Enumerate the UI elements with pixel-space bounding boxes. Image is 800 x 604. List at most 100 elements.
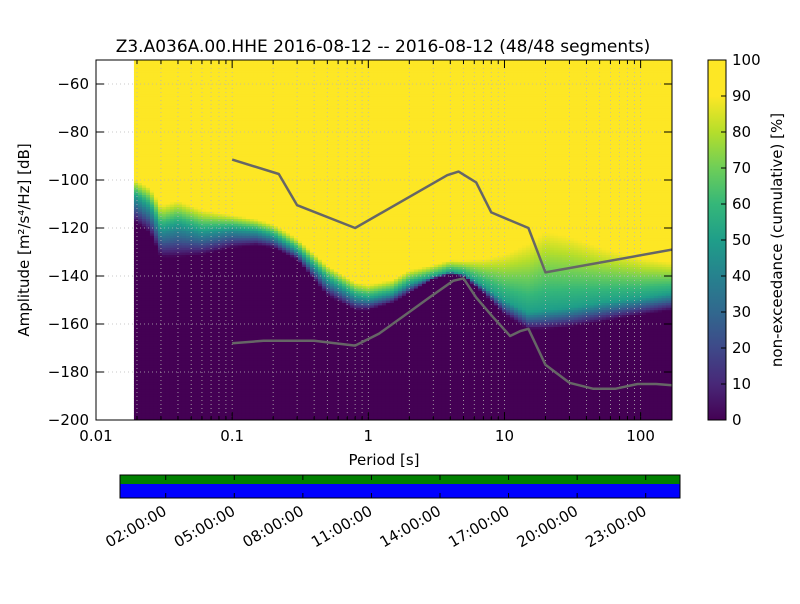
heatmap-cell xyxy=(173,110,179,114)
heatmap-cell xyxy=(133,336,139,339)
heatmap-cell xyxy=(185,117,191,121)
heatmap-cell xyxy=(197,302,203,306)
heatmap-cell xyxy=(145,163,151,167)
heatmap-cell xyxy=(161,69,167,73)
heatmap-cell xyxy=(165,115,171,119)
heatmap-cell xyxy=(165,194,171,198)
heatmap-cell xyxy=(185,237,191,241)
heatmap-cell xyxy=(185,280,191,284)
heatmap-cell xyxy=(201,146,207,150)
heatmap-cell xyxy=(145,386,151,390)
heatmap-cell xyxy=(217,244,223,248)
heatmap-cell xyxy=(197,328,203,332)
heatmap-cell xyxy=(209,182,215,186)
heatmap-cell xyxy=(141,96,147,99)
heatmap-cell xyxy=(157,369,163,373)
heatmap-cell xyxy=(257,331,263,335)
heatmap-cell xyxy=(265,398,271,402)
heatmap-cell xyxy=(221,328,227,332)
heatmap-cell xyxy=(237,326,243,330)
heatmap-cell xyxy=(137,211,143,215)
heatmap-cell xyxy=(133,105,139,109)
heatmap-cell xyxy=(261,105,267,109)
heatmap-cell xyxy=(225,81,231,85)
heatmap-cell xyxy=(221,374,227,378)
heatmap-cell xyxy=(177,103,183,107)
heatmap-cell xyxy=(189,79,195,83)
heatmap-cell xyxy=(221,100,227,104)
heatmap-cell xyxy=(245,187,251,191)
heatmap-cell xyxy=(133,156,139,159)
heatmap-cell xyxy=(137,129,143,133)
heatmap-cell xyxy=(233,412,239,416)
heatmap-cell xyxy=(169,372,175,375)
heatmap-cell xyxy=(197,235,203,239)
heatmap-cell xyxy=(145,134,151,138)
heatmap-cell xyxy=(225,412,231,416)
heatmap-cell xyxy=(241,79,247,83)
heatmap-cell xyxy=(189,369,195,373)
heatmap-cell xyxy=(249,319,255,323)
heatmap-cell xyxy=(189,230,195,234)
heatmap-cell xyxy=(261,271,267,275)
heatmap-cell xyxy=(165,304,171,308)
heatmap-cell xyxy=(177,338,183,342)
heatmap-cell xyxy=(193,148,199,152)
heatmap-cell xyxy=(253,201,259,205)
heatmap-cell xyxy=(161,350,167,354)
heatmap-cell xyxy=(257,417,263,420)
heatmap-cell xyxy=(261,290,267,294)
heatmap-cell xyxy=(249,357,255,361)
heatmap-cell xyxy=(257,196,263,200)
heatmap-cell xyxy=(149,223,155,227)
heatmap-cell xyxy=(185,405,191,409)
heatmap-cell xyxy=(149,316,155,320)
heatmap-cell xyxy=(237,127,243,131)
heatmap-cell xyxy=(205,360,211,363)
heatmap-cell xyxy=(225,117,231,121)
heatmap-cell xyxy=(161,388,167,392)
heatmap-cell xyxy=(221,388,227,392)
heatmap-cell xyxy=(153,244,159,248)
heatmap-cell xyxy=(149,348,155,351)
heatmap-cell xyxy=(205,391,211,395)
heatmap-cell xyxy=(133,72,139,75)
heatmap-cell xyxy=(193,165,199,169)
heatmap-cell xyxy=(261,295,267,299)
heatmap-cell xyxy=(225,199,231,203)
heatmap-cell xyxy=(169,93,175,97)
heatmap-cell xyxy=(157,223,163,227)
heatmap-cell xyxy=(153,388,159,392)
heatmap-cell xyxy=(137,158,143,162)
heatmap-cell xyxy=(261,355,267,359)
heatmap-cell xyxy=(133,189,139,193)
heatmap-cell xyxy=(225,146,231,150)
heatmap-cell xyxy=(137,160,143,164)
heatmap-cell xyxy=(245,412,251,416)
heatmap-cell xyxy=(257,127,263,131)
heatmap-cell xyxy=(205,64,211,68)
heatmap-cell xyxy=(253,206,259,210)
heatmap-cell xyxy=(201,201,207,205)
heatmap-cell xyxy=(241,242,247,246)
heatmap-cell xyxy=(241,122,247,126)
heatmap-cell xyxy=(193,340,199,344)
heatmap-cell xyxy=(249,168,255,171)
heatmap-cell xyxy=(237,264,243,267)
heatmap-cell xyxy=(173,153,179,157)
heatmap-cell xyxy=(249,247,255,251)
heatmap-cell xyxy=(201,384,207,387)
heatmap-cell xyxy=(253,153,259,157)
heatmap-cell xyxy=(233,268,239,272)
heatmap-cell xyxy=(201,379,207,383)
heatmap-cell xyxy=(165,220,171,224)
heatmap-cell xyxy=(209,124,215,128)
heatmap-cell xyxy=(177,268,183,272)
heatmap-cell xyxy=(241,127,247,131)
heatmap-cell xyxy=(221,244,227,248)
heatmap-cell xyxy=(149,163,155,167)
heatmap-cell xyxy=(185,100,191,104)
heatmap-cell xyxy=(205,336,211,339)
heatmap-cell xyxy=(257,122,263,126)
